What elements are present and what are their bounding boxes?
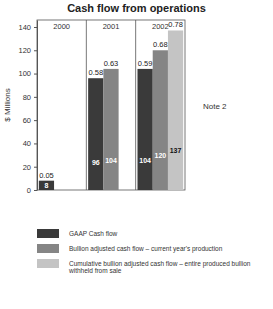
y-tick: 0 bbox=[27, 186, 37, 195]
per-share-label: 0.59 bbox=[138, 59, 153, 68]
y-tick-mark bbox=[34, 50, 37, 51]
per-share-label: 0.78 bbox=[168, 20, 183, 29]
legend-swatch bbox=[37, 259, 59, 268]
category-label: 2000 bbox=[53, 22, 70, 31]
y-tick-label: 140 bbox=[18, 23, 31, 32]
y-tick: 20 bbox=[23, 163, 37, 172]
y-tick-mark bbox=[34, 167, 37, 168]
legend-label: Cumulative bullion adjusted cash flow – … bbox=[68, 260, 251, 274]
chart: Cash flow from operations 0 20 40 60 80 100 120… bbox=[0, 0, 273, 309]
y-tick-mark bbox=[34, 27, 37, 28]
data-label: 104 bbox=[105, 157, 117, 164]
plot-frame bbox=[37, 20, 185, 190]
y-axis-title: $ Millions bbox=[3, 88, 12, 121]
y-axis: 0 20 40 60 80 100 120 140 bbox=[18, 21, 37, 195]
y-tick-label: 60 bbox=[23, 116, 31, 125]
legend-swatch bbox=[37, 229, 59, 238]
legend-item: Cumulative bullion adjusted cash flow – … bbox=[37, 259, 251, 274]
bar bbox=[103, 69, 118, 190]
y-tick-label: 80 bbox=[23, 93, 31, 102]
column-divider bbox=[86, 20, 87, 190]
y-tick: 60 bbox=[23, 116, 37, 125]
legend-item: Bullion adjusted cash flow – current yea… bbox=[37, 244, 223, 253]
y-tick-label: 100 bbox=[18, 69, 31, 78]
data-label: 8 bbox=[44, 182, 48, 189]
category-label: 2001 bbox=[103, 22, 120, 31]
legend-item: GAAP Cash flow bbox=[37, 229, 118, 238]
y-tick-mark bbox=[34, 120, 37, 121]
legend: GAAP Cash flow Bullion adjusted cash flow… bbox=[37, 229, 251, 274]
y-tick-label: 40 bbox=[23, 139, 31, 148]
y-tick-label: 120 bbox=[18, 46, 31, 55]
legend-swatch bbox=[37, 244, 59, 253]
category-label: 2002 bbox=[152, 22, 169, 31]
bar bbox=[88, 78, 103, 190]
title: Cash flow from operations bbox=[67, 2, 206, 14]
data-label: 137 bbox=[170, 147, 182, 154]
data-label: 96 bbox=[92, 159, 100, 166]
y-tick-mark bbox=[34, 143, 37, 144]
data-label: 120 bbox=[154, 152, 166, 159]
bars bbox=[39, 30, 183, 190]
y-tick-label: 0 bbox=[27, 186, 31, 195]
column-divider bbox=[135, 20, 136, 190]
bar bbox=[39, 181, 54, 190]
y-tick: 120 bbox=[18, 46, 37, 55]
y-tick: 40 bbox=[23, 139, 37, 148]
y-axis-line bbox=[37, 21, 38, 191]
data-label: 104 bbox=[139, 157, 151, 164]
per-share-label: 0.63 bbox=[104, 59, 119, 68]
legend-label: GAAP Cash flow bbox=[69, 230, 118, 237]
y-tick-label: 20 bbox=[23, 163, 31, 172]
data-labels: 8 0.05 96 0.58 104 0.59 104 0.63 120 0.68 137 0.78 bbox=[39, 20, 183, 189]
per-share-label: 0.58 bbox=[88, 68, 103, 77]
y-tick-mark bbox=[34, 190, 37, 191]
per-share-label: 0.68 bbox=[153, 40, 168, 49]
y-tick-mark bbox=[34, 74, 37, 75]
annotation: Note 2 bbox=[203, 102, 227, 111]
y-tick: 80 bbox=[23, 93, 37, 102]
y-tick: 100 bbox=[18, 69, 37, 78]
y-tick: 140 bbox=[18, 23, 37, 32]
bar bbox=[168, 30, 183, 190]
bar bbox=[153, 50, 168, 190]
per-share-label: 0.05 bbox=[39, 171, 54, 180]
y-tick-mark bbox=[34, 97, 37, 98]
legend-label: Bullion adjusted cash flow – current yea… bbox=[69, 245, 223, 253]
bar bbox=[137, 69, 152, 190]
